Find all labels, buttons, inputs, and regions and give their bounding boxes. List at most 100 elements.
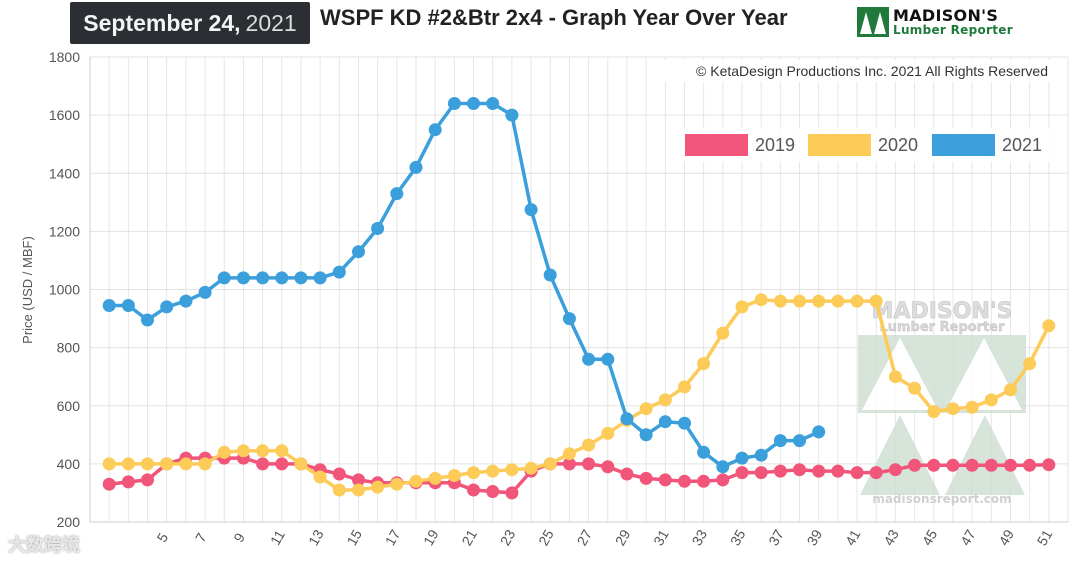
data-point-2020[interactable]: [313, 470, 327, 484]
data-point-2019[interactable]: [831, 464, 845, 478]
data-point-2020[interactable]: [946, 402, 960, 416]
data-point-2020[interactable]: [428, 471, 442, 485]
data-point-2021[interactable]: [562, 312, 576, 326]
data-point-2021[interactable]: [390, 187, 404, 201]
legend-item-2021[interactable]: 2021: [932, 134, 1042, 156]
data-point-2021[interactable]: [735, 451, 749, 465]
data-point-2019[interactable]: [1023, 458, 1037, 472]
data-point-2021[interactable]: [217, 271, 231, 285]
data-point-2020[interactable]: [179, 457, 193, 471]
legend-item-2020[interactable]: 2020: [808, 134, 918, 156]
data-point-2021[interactable]: [505, 108, 519, 122]
data-point-2021[interactable]: [102, 299, 116, 312]
data-point-2021[interactable]: [620, 412, 634, 426]
data-point-2020[interactable]: [1004, 383, 1017, 397]
data-point-2019[interactable]: [716, 473, 730, 487]
data-point-2019[interactable]: [486, 485, 500, 498]
data-point-2021[interactable]: [754, 448, 768, 462]
data-point-2020[interactable]: [888, 370, 902, 384]
data-point-2020[interactable]: [102, 457, 116, 471]
data-point-2019[interactable]: [601, 460, 615, 474]
data-point-2020[interactable]: [256, 444, 270, 458]
data-point-2020[interactable]: [984, 393, 998, 407]
data-point-2021[interactable]: [179, 294, 193, 308]
data-point-2020[interactable]: [812, 294, 826, 308]
data-point-2021[interactable]: [428, 123, 442, 137]
data-point-2019[interactable]: [793, 463, 806, 477]
data-point-2020[interactable]: [639, 402, 653, 416]
data-point-2019[interactable]: [562, 457, 576, 471]
data-point-2021[interactable]: [773, 434, 787, 448]
data-point-2020[interactable]: [927, 405, 941, 419]
data-point-2020[interactable]: [275, 444, 289, 458]
data-point-2020[interactable]: [754, 293, 768, 307]
data-point-2019[interactable]: [927, 458, 941, 472]
data-point-2020[interactable]: [524, 461, 538, 475]
data-point-2020[interactable]: [409, 474, 423, 488]
data-point-2020[interactable]: [160, 457, 174, 471]
data-point-2020[interactable]: [908, 381, 922, 395]
data-point-2021[interactable]: [121, 299, 135, 312]
data-point-2019[interactable]: [908, 458, 922, 472]
data-point-2021[interactable]: [697, 445, 711, 459]
data-point-2019[interactable]: [102, 477, 116, 491]
data-point-2020[interactable]: [965, 400, 979, 414]
data-point-2019[interactable]: [965, 458, 979, 472]
data-point-2019[interactable]: [658, 473, 672, 487]
data-point-2020[interactable]: [850, 294, 864, 308]
data-point-2020[interactable]: [831, 294, 845, 308]
data-point-2021[interactable]: [371, 222, 385, 235]
data-point-2021[interactable]: [236, 271, 250, 285]
data-point-2020[interactable]: [716, 326, 730, 340]
data-point-2021[interactable]: [198, 285, 212, 299]
data-point-2020[interactable]: [467, 466, 480, 480]
data-point-2020[interactable]: [658, 393, 672, 407]
data-point-2020[interactable]: [447, 469, 461, 482]
data-point-2021[interactable]: [447, 97, 461, 110]
data-point-2020[interactable]: [1023, 357, 1037, 371]
data-point-2020[interactable]: [869, 294, 883, 308]
data-point-2020[interactable]: [371, 480, 385, 494]
data-point-2021[interactable]: [141, 313, 154, 327]
data-point-2021[interactable]: [256, 271, 270, 285]
data-point-2020[interactable]: [217, 445, 231, 459]
data-point-2019[interactable]: [582, 457, 596, 471]
data-point-2019[interactable]: [275, 457, 289, 471]
data-point-2021[interactable]: [409, 160, 423, 174]
data-point-2019[interactable]: [735, 466, 749, 480]
data-point-2019[interactable]: [850, 466, 864, 480]
data-point-2020[interactable]: [793, 294, 806, 308]
data-point-2020[interactable]: [236, 444, 250, 458]
data-point-2021[interactable]: [524, 203, 538, 217]
data-point-2020[interactable]: [390, 477, 404, 491]
data-point-2020[interactable]: [505, 463, 519, 477]
data-point-2020[interactable]: [198, 457, 212, 471]
data-point-2019[interactable]: [141, 473, 154, 487]
data-point-2020[interactable]: [582, 438, 596, 452]
data-point-2021[interactable]: [352, 245, 365, 259]
data-point-2019[interactable]: [1004, 458, 1017, 472]
data-point-2021[interactable]: [543, 268, 557, 282]
data-point-2021[interactable]: [332, 265, 346, 279]
data-point-2020[interactable]: [697, 357, 711, 371]
legend[interactable]: 2019 2020 2021: [676, 128, 1054, 162]
data-point-2019[interactable]: [1042, 458, 1056, 472]
data-point-2021[interactable]: [658, 415, 672, 429]
data-point-2019[interactable]: [869, 466, 883, 480]
data-point-2021[interactable]: [313, 271, 327, 285]
data-point-2019[interactable]: [812, 464, 826, 478]
data-point-2020[interactable]: [352, 483, 365, 497]
legend-item-2019[interactable]: 2019: [685, 134, 795, 156]
data-point-2020[interactable]: [773, 294, 787, 308]
data-point-2019[interactable]: [984, 458, 998, 472]
data-point-2020[interactable]: [562, 447, 576, 461]
data-point-2020[interactable]: [678, 380, 691, 394]
data-point-2019[interactable]: [505, 486, 519, 500]
data-point-2021[interactable]: [601, 352, 615, 366]
data-point-2020[interactable]: [121, 457, 135, 471]
data-point-2019[interactable]: [332, 467, 346, 481]
data-point-2020[interactable]: [294, 457, 308, 471]
data-point-2021[interactable]: [160, 300, 174, 314]
data-point-2020[interactable]: [486, 464, 500, 478]
data-point-2021[interactable]: [716, 460, 730, 474]
